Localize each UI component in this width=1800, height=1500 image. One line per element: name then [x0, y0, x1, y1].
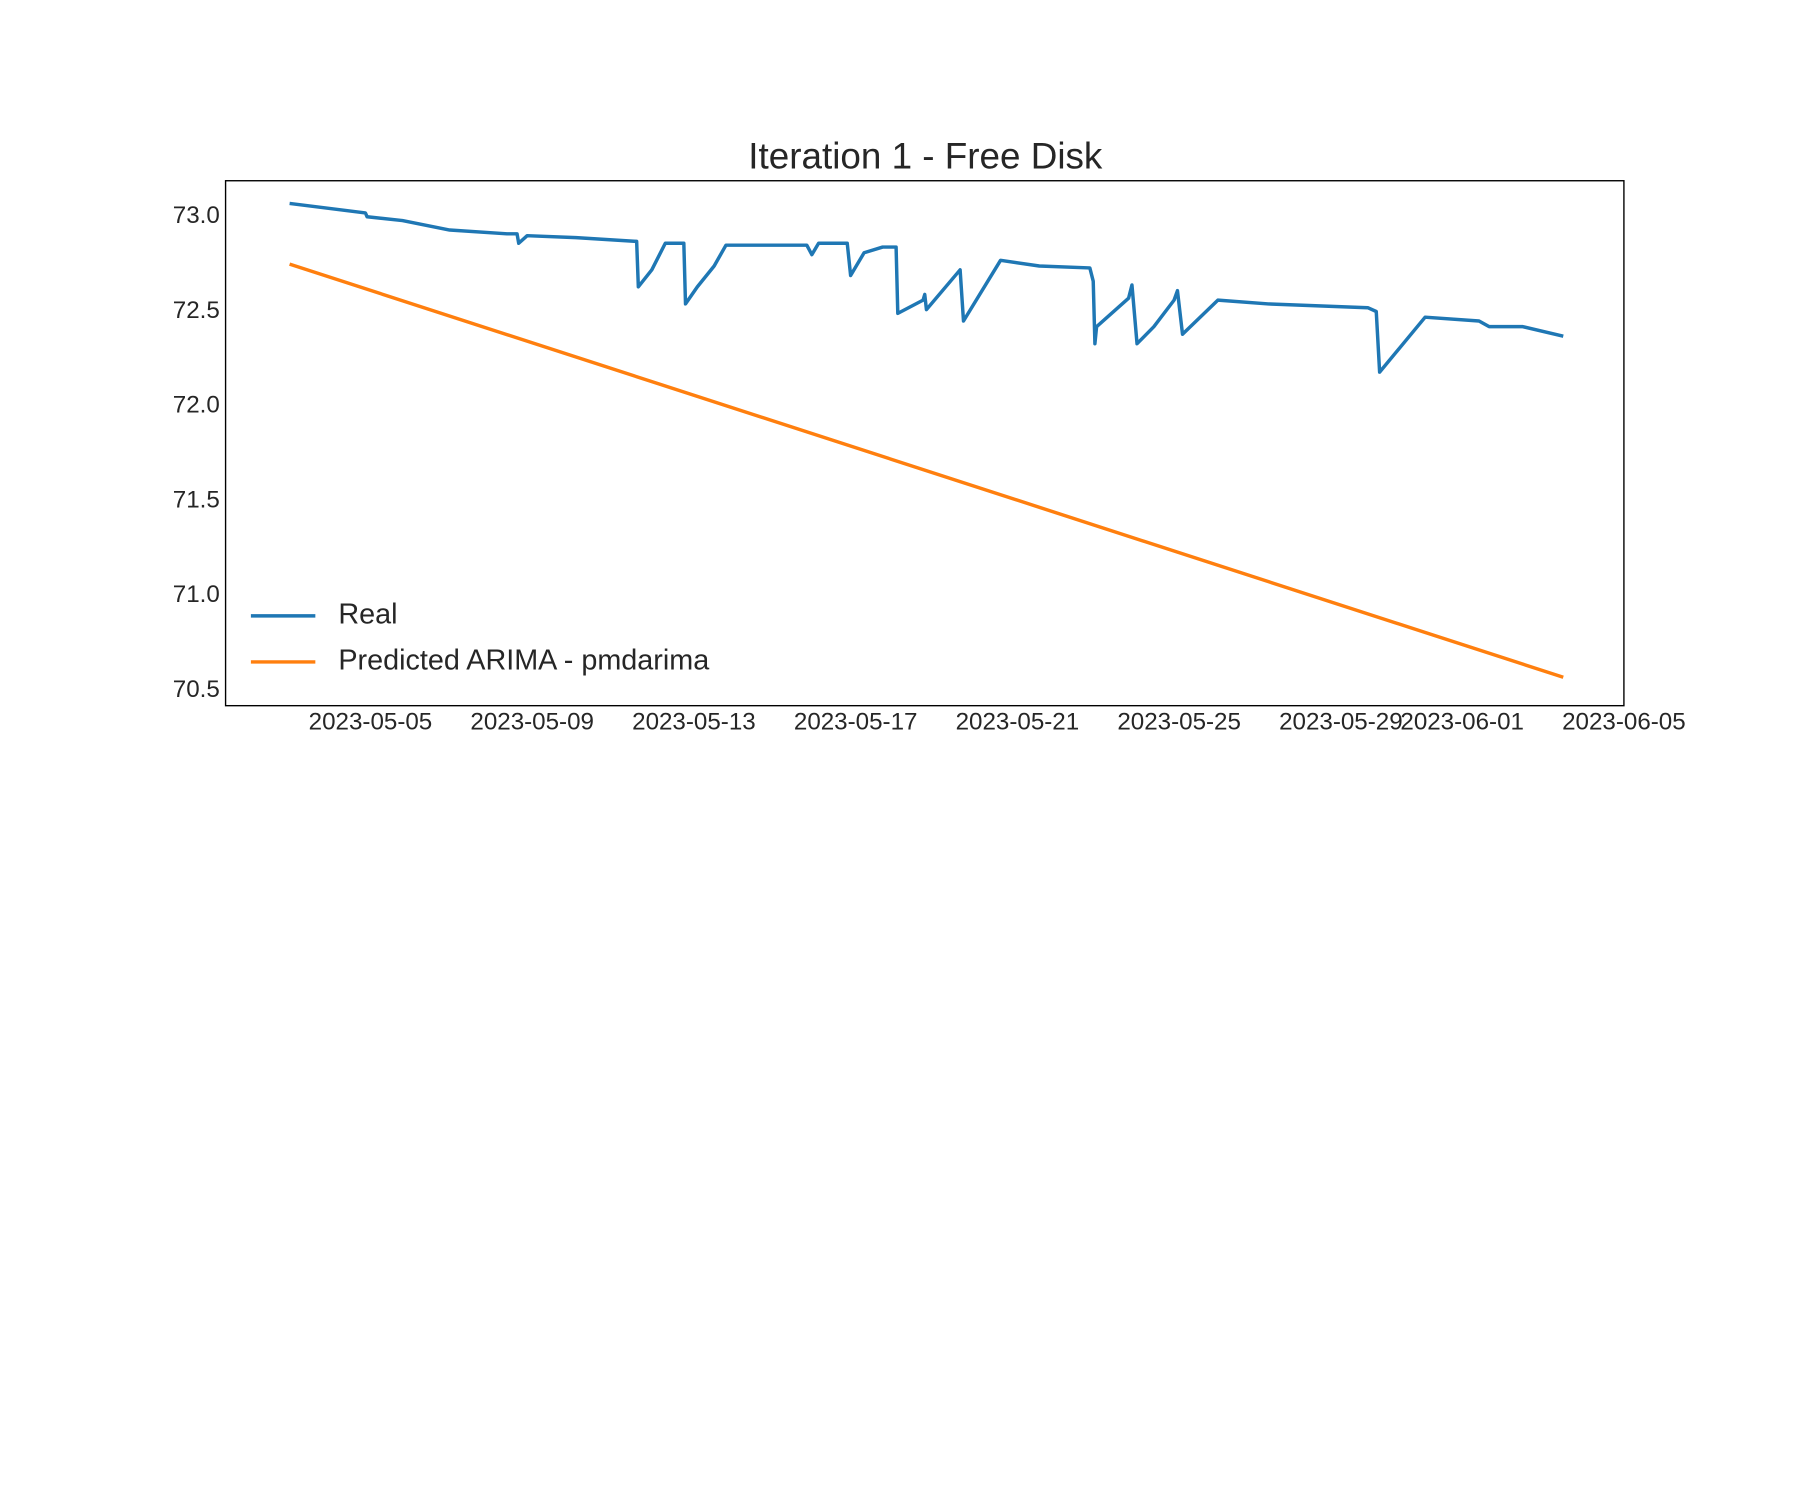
series-line — [289, 201, 1564, 374]
y-tick-label: 71.0 — [173, 581, 220, 608]
x-tick-label: 2023-05-29 — [1279, 708, 1403, 735]
y-tick-label: 73.0 — [173, 202, 220, 229]
y-tick-label: 70.5 — [173, 676, 220, 703]
plot-frame — [224, 180, 1625, 707]
y-tick-label: 72.0 — [173, 392, 220, 419]
chart-title: Iteration 1 - Free Disk — [748, 136, 1103, 177]
x-tick-label: 2023-05-05 — [309, 708, 433, 735]
x-tick-label: 2023-05-13 — [632, 708, 756, 735]
x-tick-label: 2023-05-09 — [470, 708, 594, 735]
series-line — [289, 262, 1564, 679]
y-tick-label: 72.5 — [173, 297, 220, 324]
x-tick-label: 2023-05-17 — [794, 708, 918, 735]
x-tick-label: 2023-06-05 — [1562, 708, 1686, 735]
x-tick-label: 2023-05-21 — [956, 708, 1080, 735]
legend-label: Real — [338, 598, 397, 630]
legend-label: Predicted ARIMA - pmdarima — [338, 645, 709, 677]
y-tick-label: 71.5 — [173, 486, 220, 513]
x-tick-label: 2023-06-01 — [1400, 708, 1524, 735]
x-tick-label: 2023-05-25 — [1117, 708, 1241, 735]
